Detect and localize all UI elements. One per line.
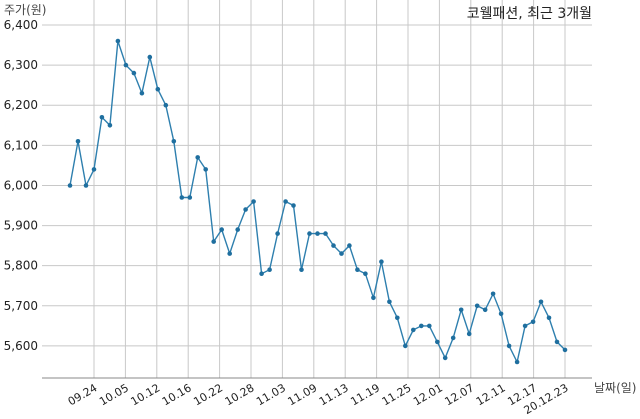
data-point — [554, 339, 560, 345]
x-tick-label: 10.22 — [191, 381, 225, 408]
data-point — [243, 207, 248, 212]
data-point — [291, 203, 296, 208]
chart-title: 코웰패션, 최근 3개월 — [467, 6, 592, 22]
data-point — [307, 231, 312, 236]
data-point — [419, 323, 424, 329]
data-point — [299, 267, 304, 273]
data-point — [427, 323, 432, 329]
data-point — [506, 343, 512, 349]
data-point — [91, 167, 97, 172]
data-point — [371, 295, 376, 301]
data-points — [67, 38, 568, 365]
x-tick-label: 10.28 — [223, 381, 257, 408]
data-point — [219, 227, 224, 232]
data-point — [331, 243, 336, 248]
y-tick-label: 5,700 — [4, 299, 38, 313]
data-point — [395, 315, 400, 321]
data-point — [83, 183, 89, 188]
y-tick-label: 6,000 — [4, 178, 38, 192]
data-point — [203, 167, 208, 172]
y-tick-label: 5,800 — [4, 259, 38, 273]
y-tick-label: 6,400 — [4, 18, 38, 32]
data-point — [522, 323, 528, 329]
data-point — [275, 231, 280, 236]
x-tick-label: 10.12 — [129, 381, 163, 408]
data-point — [355, 267, 360, 273]
data-point — [195, 155, 200, 160]
data-point — [442, 355, 448, 361]
data-point — [323, 231, 328, 236]
data-point — [131, 70, 137, 76]
series-price — [69, 40, 566, 365]
y-tick-label: 6,200 — [4, 98, 38, 112]
data-point — [187, 195, 193, 200]
x-tick-label: 10.16 — [160, 381, 194, 408]
data-point — [403, 343, 408, 349]
y-tick-label: 5,600 — [4, 339, 38, 353]
data-point — [235, 227, 240, 232]
data-point — [435, 339, 440, 345]
x-tick-label: 12.07 — [443, 381, 477, 408]
y-axis-label: 주가(원) — [4, 3, 46, 17]
data-point — [227, 251, 232, 256]
data-point — [514, 359, 520, 365]
data-point — [458, 307, 464, 313]
x-tick-label: 10.05 — [97, 381, 131, 408]
x-tick-label: 11.19 — [348, 381, 382, 408]
x-tick-label: 11.03 — [254, 381, 288, 408]
data-point — [139, 90, 145, 96]
data-point — [67, 183, 73, 188]
x-tick-label: 11.25 — [380, 381, 414, 408]
data-point — [123, 62, 129, 68]
y-tick-label: 5,900 — [4, 219, 38, 233]
data-point — [339, 251, 344, 256]
x-axis-label: 날짜(일) — [594, 381, 636, 395]
data-point — [315, 231, 320, 236]
data-point — [498, 311, 504, 317]
series-line — [69, 40, 566, 365]
data-point — [411, 327, 416, 333]
data-point — [379, 259, 384, 265]
data-point — [171, 139, 177, 144]
data-point — [75, 139, 81, 144]
x-tick-label: 12.01 — [411, 381, 445, 408]
data-point — [482, 307, 488, 313]
x-tick-labels: 09.2410.0510.1210.1610.2210.2811.0311.09… — [66, 381, 571, 417]
grid — [42, 0, 592, 378]
x-tick-label: 12.11 — [474, 381, 508, 408]
data-point — [259, 271, 264, 277]
data-point — [363, 271, 368, 277]
y-tick-label: 6,100 — [4, 138, 38, 152]
x-tick-label: 11.13 — [317, 381, 351, 408]
data-point — [99, 115, 105, 120]
data-point — [251, 199, 256, 204]
data-point — [562, 347, 568, 353]
data-point — [163, 102, 169, 108]
data-point — [267, 267, 272, 273]
data-point — [538, 299, 544, 305]
x-tick-label: 09.24 — [66, 381, 100, 408]
data-point — [115, 38, 121, 44]
data-point — [490, 291, 496, 297]
data-point — [211, 239, 216, 244]
data-point — [546, 315, 552, 321]
data-point — [347, 243, 352, 248]
data-point — [155, 86, 161, 92]
x-tick-label: 11.09 — [286, 381, 320, 408]
data-point — [466, 331, 472, 337]
data-point — [179, 195, 185, 200]
data-point — [474, 303, 480, 309]
data-point — [107, 123, 113, 128]
y-tick-label: 6,300 — [4, 58, 38, 72]
data-point — [450, 335, 456, 341]
data-point — [387, 299, 392, 305]
data-point — [283, 199, 288, 204]
y-tick-labels: 5,600 5,700 5,800 5,900 6,000 6,100 6,200 6,300… — [4, 18, 38, 353]
data-point — [530, 319, 536, 325]
data-point — [147, 54, 153, 60]
